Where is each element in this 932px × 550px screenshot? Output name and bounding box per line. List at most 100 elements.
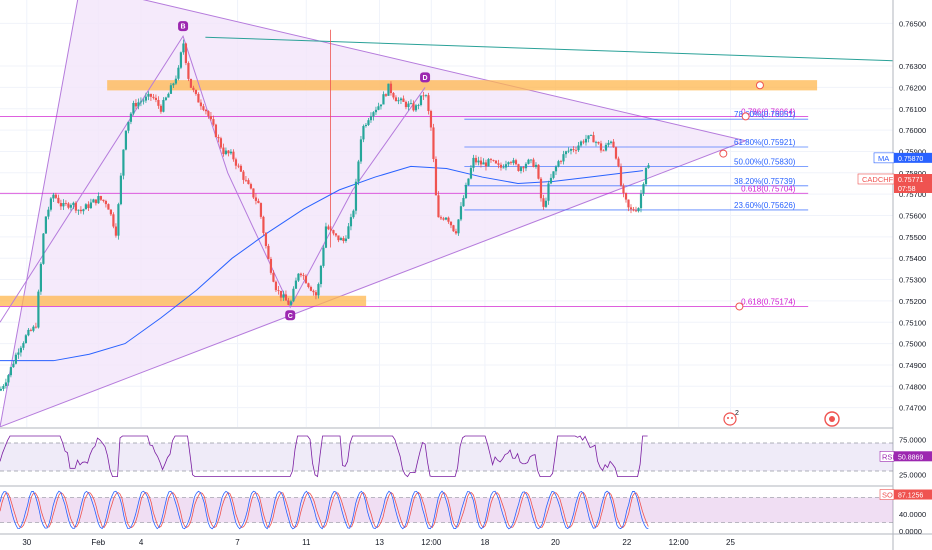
candle-body bbox=[584, 138, 588, 143]
add-alert-icon[interactable] bbox=[824, 411, 840, 427]
price-tick-label: 0.75300 bbox=[899, 276, 926, 285]
time-tick-label: 13 bbox=[375, 538, 384, 547]
candle-body bbox=[187, 63, 190, 79]
candle-body bbox=[72, 202, 75, 206]
candle-body bbox=[17, 352, 20, 355]
price-tick-label: 0.76500 bbox=[899, 19, 926, 28]
candle-body bbox=[277, 290, 280, 291]
candle-body bbox=[594, 141, 598, 143]
candle-body bbox=[229, 151, 233, 154]
candle-body bbox=[429, 111, 433, 128]
time-tick-label: 18 bbox=[480, 538, 489, 547]
candle-body bbox=[254, 197, 258, 201]
candle-body bbox=[587, 135, 590, 139]
candle-body bbox=[162, 99, 165, 112]
rsi-band bbox=[0, 443, 893, 471]
candle-body bbox=[212, 119, 215, 125]
emoji-alert-icon[interactable]: 2 bbox=[723, 410, 739, 426]
price-badge-value: 0.75870 bbox=[898, 156, 923, 163]
candle-body bbox=[174, 78, 178, 84]
candle-body bbox=[422, 95, 425, 97]
price-axis[interactable]: 0.76500 0.76300 0.76200 0.76100 0.76000 0.759… bbox=[899, 19, 926, 536]
candle-body bbox=[559, 161, 563, 162]
candle-body bbox=[392, 93, 395, 98]
fib-label: 23.60%(0.75626) bbox=[734, 201, 796, 210]
pattern-points: B C D bbox=[178, 21, 431, 321]
candle-body bbox=[502, 167, 505, 169]
candle-body bbox=[439, 217, 443, 219]
candle-body bbox=[547, 183, 550, 201]
candle-body bbox=[519, 167, 523, 171]
candle-body bbox=[92, 199, 95, 203]
candle-body bbox=[134, 102, 138, 107]
candle-body bbox=[27, 329, 30, 336]
price-tick-label: 0.75600 bbox=[899, 212, 926, 221]
alert-marker bbox=[741, 112, 750, 121]
candle-body bbox=[579, 141, 583, 146]
rsi-tick-label: 75.0000 bbox=[899, 436, 926, 445]
candle-body bbox=[567, 150, 570, 152]
candle-body bbox=[492, 160, 495, 161]
candle-body bbox=[264, 232, 268, 246]
time-axis[interactable]: 30 Feb 4 7 11 13 12:00 18 20 22 12:00 25 bbox=[22, 538, 735, 547]
candle-body bbox=[189, 78, 193, 88]
candle-body bbox=[62, 203, 65, 207]
alert-marker bbox=[755, 81, 764, 90]
candle-body bbox=[507, 162, 510, 165]
price-tick-label: 0.75700 bbox=[899, 190, 926, 199]
candle-body bbox=[387, 83, 390, 96]
candle-body bbox=[97, 196, 100, 204]
candle-body bbox=[237, 165, 240, 167]
candle-body bbox=[169, 85, 173, 94]
candle-body bbox=[597, 141, 600, 144]
candle-body bbox=[242, 171, 245, 180]
candle-body bbox=[307, 283, 310, 287]
candle-body bbox=[142, 100, 145, 102]
candle-body bbox=[464, 184, 468, 198]
candle-body bbox=[314, 292, 318, 296]
candle-body bbox=[302, 275, 305, 276]
candle-body bbox=[2, 385, 5, 389]
candle-body bbox=[319, 265, 323, 285]
xabcd-pattern bbox=[0, 35, 426, 323]
candle-body bbox=[312, 290, 315, 293]
candle-body bbox=[607, 142, 610, 145]
pattern-point-badge bbox=[420, 72, 431, 83]
stochastic-panel[interactable] bbox=[0, 490, 893, 530]
candle-body bbox=[472, 157, 475, 168]
candle-body bbox=[494, 160, 498, 164]
rsi-name: RSI bbox=[882, 452, 895, 461]
candle-body bbox=[257, 200, 260, 204]
price-badge bbox=[894, 182, 932, 193]
price-panel[interactable]: 0.786(0.76064)78.60%(0.76051) 61.80%(0.75… bbox=[0, 0, 893, 427]
candle-body bbox=[557, 161, 560, 167]
candle-body bbox=[569, 149, 573, 151]
time-tick-label: 12:00 bbox=[669, 538, 690, 547]
price-zone bbox=[107, 80, 818, 91]
candle-body bbox=[369, 116, 373, 121]
candle-body bbox=[32, 326, 35, 331]
fib-label: 0.786(0.76064) bbox=[741, 107, 796, 116]
candle-body bbox=[524, 163, 528, 169]
candle-body bbox=[544, 200, 548, 207]
price-badge-name-box bbox=[873, 152, 895, 164]
candle-body bbox=[359, 139, 363, 162]
candle-body bbox=[479, 160, 483, 165]
candle-body bbox=[357, 161, 360, 182]
candle-body bbox=[262, 216, 265, 233]
candle-body bbox=[52, 194, 55, 199]
candle-body bbox=[514, 160, 518, 165]
stoch-value: 87.1256 bbox=[898, 493, 923, 500]
candle-body bbox=[424, 95, 428, 97]
price-tick-label: 0.75900 bbox=[899, 147, 926, 156]
candle-body bbox=[442, 218, 445, 220]
candle-body bbox=[232, 151, 235, 160]
candle-body bbox=[109, 209, 113, 215]
rsi-panel[interactable] bbox=[0, 435, 893, 478]
candle-body bbox=[342, 238, 345, 241]
price-badge-name: MA bbox=[878, 154, 889, 163]
time-tick-label: 30 bbox=[22, 538, 31, 547]
candle-body bbox=[54, 194, 58, 198]
candle-body bbox=[552, 171, 555, 178]
candle-body bbox=[304, 275, 308, 284]
